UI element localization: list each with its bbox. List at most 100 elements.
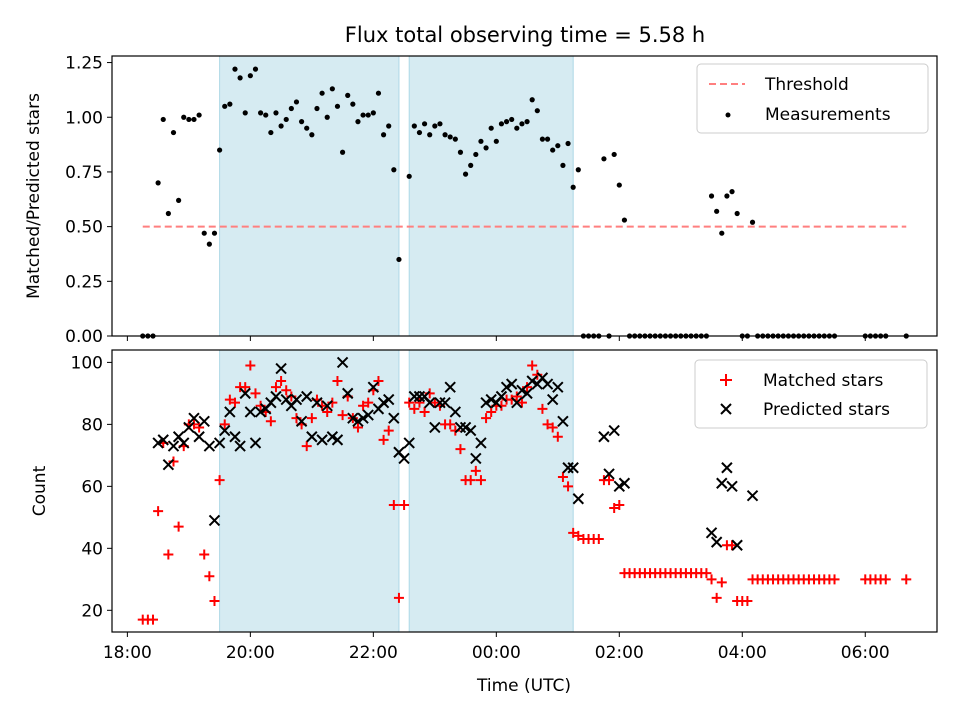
- measurement-point: [319, 90, 325, 96]
- measurement-point: [601, 156, 607, 162]
- measurement-point: [227, 101, 233, 107]
- matched-star-point: [829, 574, 840, 585]
- predicted-star-point: [449, 406, 462, 418]
- predicted-star-point: [316, 434, 328, 446]
- matched-star-point: [378, 434, 389, 445]
- predicted-star-point: [367, 381, 380, 393]
- measurement-point: [719, 230, 725, 236]
- predicted-star-point: [413, 390, 426, 403]
- bottom-panel: 20 40 60 80 100 18:00 20:00 22:00 00:00 02:00 04:…: [30, 349, 938, 696]
- predicted-star-point: [162, 458, 175, 471]
- predicted-star-point: [203, 440, 216, 452]
- matched-star-point: [414, 397, 425, 408]
- matched-star-point: [563, 481, 574, 492]
- measurement-point: [437, 121, 443, 127]
- measurement-point: [432, 123, 438, 129]
- matched-star-point: [419, 406, 430, 417]
- predicted-star-point: [306, 431, 318, 443]
- predicted-star-point: [731, 539, 743, 551]
- measurement-point: [483, 145, 489, 151]
- matched-star-point: [194, 422, 205, 433]
- measurement-point: [514, 125, 520, 131]
- predicted-star-point: [331, 434, 344, 446]
- predicted-star-point: [608, 424, 620, 437]
- predicted-star-point: [454, 421, 467, 434]
- measurement-point: [298, 119, 305, 125]
- measurement-point: [365, 112, 371, 118]
- matched-star-point: [711, 592, 722, 603]
- predicted-star-point: [193, 431, 205, 443]
- predicted-star-point: [270, 390, 282, 403]
- measurement-point: [560, 162, 566, 168]
- matched-star-point: [604, 475, 615, 486]
- predicted-star-point: [398, 452, 410, 465]
- predicted-star-point: [383, 393, 395, 406]
- measurement-point: [304, 125, 310, 131]
- matched-star-point: [163, 549, 174, 560]
- matched-star-point: [445, 419, 456, 430]
- bottom-x-axis-label: Time (UTC): [476, 676, 571, 696]
- measurement-point: [621, 217, 628, 223]
- measurement-point: [329, 86, 335, 92]
- matched-legend-swatch: [720, 374, 732, 386]
- predicted-star-point: [726, 480, 738, 493]
- measurements-legend-label: Measurements: [765, 105, 891, 125]
- y-tick-label: 40: [81, 539, 103, 559]
- measurement-point: [488, 125, 494, 131]
- measurement-point: [268, 129, 274, 136]
- measurement-point: [442, 132, 448, 138]
- predicted-star-point: [516, 384, 528, 396]
- y-tick-label: 20: [81, 601, 103, 621]
- measurement-point: [734, 210, 740, 217]
- matched-star-point: [429, 397, 440, 408]
- matched-star-point: [399, 499, 410, 510]
- top-legend: Threshold Measurements: [696, 63, 929, 134]
- measurement-point: [386, 123, 392, 129]
- predicted-star-point: [423, 396, 436, 409]
- measurement-point: [181, 114, 187, 120]
- measurement-point: [217, 147, 223, 153]
- predicted-star-point: [434, 396, 446, 409]
- predicted-star-point: [239, 387, 251, 400]
- measurement-point: [237, 75, 243, 81]
- matched-star-point: [240, 382, 251, 393]
- measurement-point: [242, 110, 248, 116]
- predicted-star-point: [157, 434, 169, 446]
- top-y-axis-label: Matched/Predicted stars: [24, 93, 44, 299]
- predicted-star-point: [552, 381, 564, 393]
- measurement-point: [749, 219, 756, 225]
- x-tick-label: 00:00: [472, 643, 521, 663]
- observing-window-band: [408, 349, 574, 633]
- predicted-star-point: [429, 421, 441, 434]
- matched-star-point: [706, 574, 717, 585]
- matched-star-point: [481, 413, 492, 424]
- measurement-point: [201, 230, 207, 236]
- measurement-point: [309, 132, 315, 138]
- measurement-point: [570, 184, 576, 190]
- measurement-point: [534, 108, 540, 114]
- bottom-legend-box: [694, 359, 928, 429]
- x-tick-label: 04:00: [718, 643, 767, 663]
- measurement-point: [616, 182, 622, 188]
- predicted-star-point: [470, 452, 482, 465]
- predicted-star-point: [311, 396, 323, 409]
- x-tick-label: 18:00: [103, 643, 152, 663]
- measurement-point: [539, 136, 546, 142]
- y-tick-label: 60: [81, 477, 103, 497]
- predicted-star-point: [234, 440, 246, 452]
- predicted-star-point: [598, 431, 610, 443]
- measurement-point: [160, 116, 166, 123]
- measurement-point: [288, 105, 294, 112]
- measurement-point: [524, 119, 530, 125]
- matched-star-point: [250, 388, 261, 399]
- predicted-star-point: [526, 375, 538, 387]
- matched-star-point: [880, 574, 891, 585]
- matched-star-point: [516, 397, 527, 408]
- predicted-star-point: [557, 415, 569, 427]
- predicted-star-point: [521, 387, 533, 400]
- matched-star-point: [229, 397, 240, 408]
- matched-star-point: [322, 406, 333, 417]
- predicted-star-point: [213, 437, 226, 449]
- matched-star-point: [219, 419, 230, 430]
